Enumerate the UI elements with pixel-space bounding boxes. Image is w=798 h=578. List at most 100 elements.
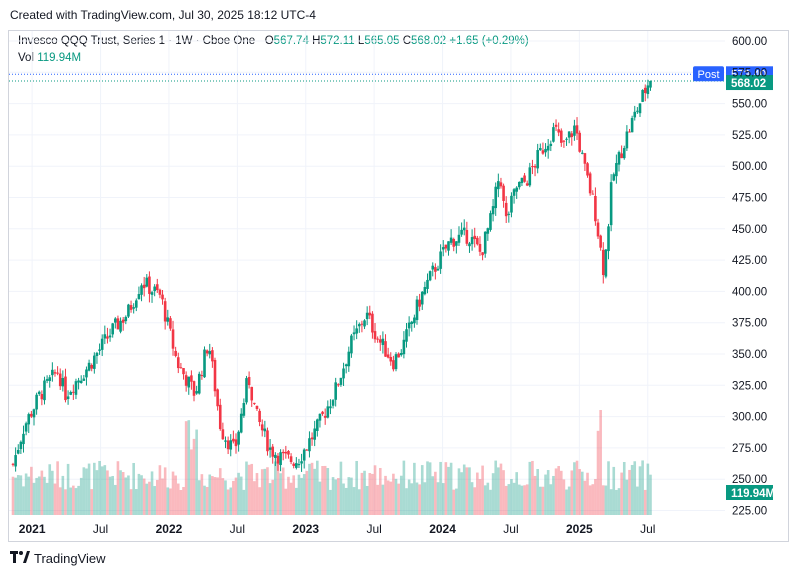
volume-bar xyxy=(470,482,474,515)
candle xyxy=(378,339,382,343)
candle xyxy=(218,404,222,430)
candle xyxy=(305,449,309,451)
volume-bar xyxy=(224,480,227,515)
candle xyxy=(578,132,581,152)
volume-bar xyxy=(452,489,456,515)
volume-bar xyxy=(428,462,432,515)
volume-bar xyxy=(405,488,408,515)
candle xyxy=(284,451,288,454)
y-tick-label: 450.00 xyxy=(732,224,767,236)
volume-bar xyxy=(465,467,469,515)
candle xyxy=(607,226,610,252)
volume-bar xyxy=(596,430,600,515)
candle xyxy=(43,380,46,401)
volume-bar xyxy=(37,476,41,515)
candle xyxy=(22,433,25,445)
volume-bar xyxy=(203,485,206,515)
volume-bar xyxy=(111,475,114,515)
post-badge-label: Post xyxy=(697,69,719,81)
volume-bar xyxy=(208,474,212,515)
volume-bar xyxy=(497,467,500,515)
candle xyxy=(16,449,20,454)
candle xyxy=(247,376,251,386)
x-tick-label: 2022 xyxy=(156,522,183,536)
candle xyxy=(274,454,277,458)
candle xyxy=(460,229,463,235)
volume-bar xyxy=(402,460,406,515)
volume-bar xyxy=(557,466,560,515)
candle xyxy=(649,81,652,88)
volume-bar xyxy=(129,489,133,515)
candle xyxy=(171,329,175,349)
candle xyxy=(148,276,151,294)
candle xyxy=(203,349,206,378)
volume-bar xyxy=(476,472,479,515)
candle xyxy=(636,110,639,112)
volume-bar xyxy=(457,468,461,515)
volume-bar xyxy=(271,479,275,515)
candle xyxy=(410,321,414,324)
volume-bar xyxy=(274,461,277,515)
candle xyxy=(79,380,83,383)
candle xyxy=(436,268,440,271)
volume-bar xyxy=(347,477,351,515)
candle xyxy=(646,85,650,95)
candle xyxy=(365,312,369,320)
candle xyxy=(61,378,65,387)
candle xyxy=(135,300,138,308)
volume-bar xyxy=(386,480,390,515)
volume-bar xyxy=(100,466,104,515)
footer-brand[interactable]: TradingView xyxy=(10,550,106,566)
candle xyxy=(604,249,608,277)
candle xyxy=(250,386,254,401)
volume-bar xyxy=(586,472,589,515)
candle xyxy=(64,376,67,401)
volume-bar xyxy=(460,472,463,515)
candle xyxy=(504,202,508,217)
y-tick-label: 525.00 xyxy=(732,130,767,142)
volume-bar xyxy=(137,473,141,515)
volume-bar xyxy=(420,465,424,515)
candle xyxy=(245,378,248,403)
volume-bar xyxy=(229,487,233,515)
y-tick-label: 500.00 xyxy=(732,161,767,173)
candle xyxy=(266,430,269,452)
candle xyxy=(116,318,120,330)
volume-bar xyxy=(342,483,345,515)
volume-bar xyxy=(93,462,96,515)
candle xyxy=(489,213,492,230)
candle xyxy=(184,375,188,386)
candle xyxy=(234,439,238,447)
volume-bar xyxy=(368,473,372,515)
candle xyxy=(271,446,275,457)
candle xyxy=(546,145,550,151)
volume-bar xyxy=(200,474,204,515)
volume-bar xyxy=(82,467,86,515)
volume-bar xyxy=(426,461,429,515)
candle xyxy=(407,322,411,329)
candle xyxy=(415,299,419,321)
candle xyxy=(609,182,613,226)
volume-bar xyxy=(431,476,435,515)
candle xyxy=(389,357,393,362)
candle xyxy=(14,455,17,467)
y-tick-label: 250.00 xyxy=(732,474,767,486)
candle xyxy=(643,87,647,94)
candle xyxy=(371,313,374,333)
volume-bar xyxy=(546,470,550,515)
candle xyxy=(368,312,372,316)
candle xyxy=(163,301,167,322)
y-tick-label: 350.00 xyxy=(732,349,767,361)
candle xyxy=(58,373,62,387)
volume-bar xyxy=(90,489,94,515)
volume-value: 119.94M xyxy=(37,52,82,64)
volume-bar xyxy=(295,487,298,515)
chart-frame[interactable] xyxy=(8,30,789,542)
candle xyxy=(533,166,537,168)
current-price-value: 568.02 xyxy=(731,78,766,90)
candle xyxy=(510,195,513,213)
candle xyxy=(242,402,246,416)
candle xyxy=(229,440,233,450)
volume-bar xyxy=(622,462,626,515)
